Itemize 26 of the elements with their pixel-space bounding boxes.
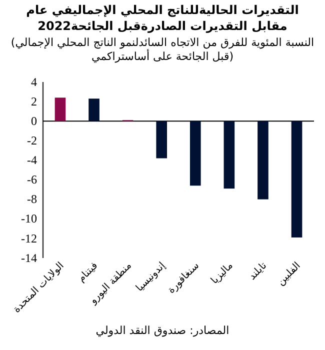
chart-title: التقديرات الحاليةللناتج المحلي الإجماليفي عام 2022مقابل التقديرات الصادرةقبل الجائحة bbox=[26, 3, 299, 33]
bar bbox=[258, 121, 268, 200]
x-tick-label: فيتنام bbox=[76, 260, 100, 284]
y-tick-label: -10 bbox=[21, 212, 37, 226]
bar bbox=[88, 98, 100, 122]
y-tick-label: -8 bbox=[27, 192, 37, 206]
y-tick-label: -2 bbox=[27, 134, 37, 148]
x-tick-label: تايلند bbox=[247, 260, 270, 282]
bar bbox=[156, 121, 168, 158]
y-tick-label: -4 bbox=[27, 153, 37, 168]
chart-subtitle: (النسبة المئوية للفرق من الاتجاه السائدلنمو الناتج المحلي الإجمالي قبل الجائحة على أساستراكمي) bbox=[10, 36, 314, 63]
y-tick-label: 0 bbox=[31, 114, 37, 128]
bar bbox=[291, 121, 302, 238]
bar bbox=[54, 98, 66, 122]
y-tick-label: 2 bbox=[31, 94, 37, 108]
x-tick-label: ماليزيا bbox=[209, 260, 236, 286]
x-tick-label: إندونيسيا bbox=[134, 260, 168, 294]
text: المصادر: صندوق النقد الدولي bbox=[96, 324, 230, 337]
y-tick-label: -12 bbox=[21, 231, 37, 246]
bar bbox=[190, 121, 201, 186]
x-tick-label: سنغافورة bbox=[166, 260, 202, 296]
y-tick-label: -6 bbox=[27, 172, 37, 187]
y-tick-label: 4 bbox=[31, 74, 37, 89]
y-tick-label: -14 bbox=[21, 250, 37, 265]
bar bbox=[224, 121, 235, 189]
x-tick-label: الفلبين bbox=[275, 260, 303, 288]
